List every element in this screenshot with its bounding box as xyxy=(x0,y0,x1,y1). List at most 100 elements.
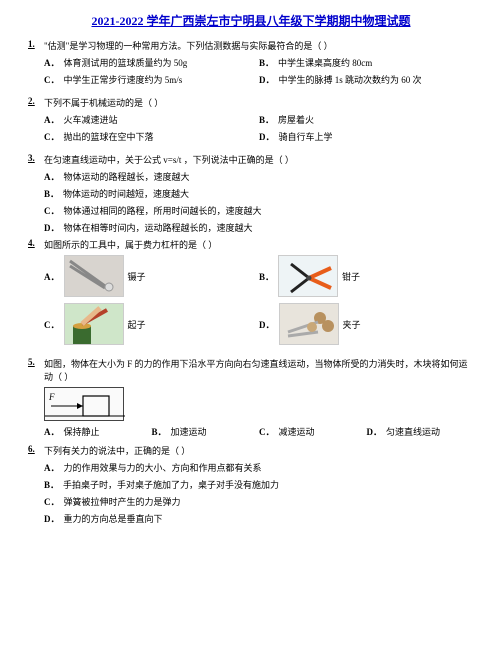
q5-num: 5. xyxy=(28,357,44,383)
opt-text: 火车减速进站 xyxy=(64,115,118,125)
nutcracker-image xyxy=(279,303,339,345)
opt-letter: A． xyxy=(44,427,60,437)
pliers-icon xyxy=(279,256,338,297)
q2-text: 下列不属于机械运动的是（ ） xyxy=(44,96,474,109)
q2-opt-b: B． 房屋着火 xyxy=(259,113,474,126)
opt-text: 减速运动 xyxy=(279,427,315,437)
q1-opt-a: A．体育测试用的篮球质量约为 50g xyxy=(44,56,259,69)
q5-opt-c: C． 减速运动 xyxy=(259,425,367,438)
opt-letter: A． xyxy=(44,115,60,125)
q6-opt-a: A． 力的作用效果与力的大小、方向和作用点都有关系 xyxy=(44,461,474,474)
opt-letter: D． xyxy=(367,427,383,437)
q2-num: 2. xyxy=(28,96,44,109)
q2-options: A． 火车减速进站 B． 房屋着火 C． 抛出的篮球在空中下落 D．骑自行车上学 xyxy=(44,113,474,147)
opt-text: 中学生正常步行速度约为 5m/s xyxy=(64,75,183,85)
opt-letter: A． xyxy=(44,270,60,283)
q5-options: A． 保持静止 B． 加速运动 C． 减速运动 D．匀速直线运动 xyxy=(44,425,474,438)
q6-opt-b: B．手拍桌子时，手对桌子施加了力，桌子对手没有施加力 xyxy=(44,478,474,491)
opt-letter: C． xyxy=(44,206,60,216)
opt-letter: A． xyxy=(44,463,60,473)
opt-text: 中学生课桌高度约 80cm xyxy=(278,58,372,68)
q2-opt-c: C． 抛出的篮球在空中下落 xyxy=(44,130,259,143)
bottle-opener-icon xyxy=(65,304,124,345)
q4-opt-b: B． 钳子 xyxy=(259,255,474,297)
q6-opt-d: D． 重力的方向总是垂直向下 xyxy=(44,512,474,525)
opt-text: 夹子 xyxy=(343,318,361,331)
q4-text: 如图所示的工具中，属于费力杠杆的是（ ） xyxy=(44,238,474,251)
opt-letter: B． xyxy=(259,115,274,125)
nutcracker-icon xyxy=(280,304,339,345)
q3-opt-b: B．物体运动的时间越短，速度越大 xyxy=(44,187,474,200)
q1-opt-d: D． 中学生的脉搏 1s 跳动次数约为 60 次 xyxy=(259,73,474,86)
q3-num: 3. xyxy=(28,153,44,166)
opt-letter: C． xyxy=(44,497,60,507)
opt-letter: D． xyxy=(259,318,275,331)
opt-text: 房屋着火 xyxy=(278,115,314,125)
q3-opt-c: C． 物体通过相同的路程，所用时间越长的，速度越大 xyxy=(44,204,474,217)
opt-text: 抛出的篮球在空中下落 xyxy=(64,132,154,142)
opt-letter: B． xyxy=(44,189,59,199)
opt-text: 匀速直线运动 xyxy=(386,427,440,437)
opt-text: 体育测试用的篮球质量约为 50g xyxy=(64,58,188,68)
q1-text: "估测"是学习物理的一种常用方法。下列估测数据与实际最符合的是（ ） xyxy=(44,39,474,52)
question-5: 5. 如图，物体在大小为 F 的力的作用下沿水平方向向右匀速直线运动，当物体所受… xyxy=(28,357,474,383)
q6-text: 下列有关力的说法中，正确的是（ ） xyxy=(44,444,474,457)
pliers-image xyxy=(278,255,338,297)
question-2: 2. 下列不属于机械运动的是（ ） xyxy=(28,96,474,109)
opt-text: 物体运动的路程越长，速度越大 xyxy=(64,172,190,182)
q5-diagram: F xyxy=(44,387,124,421)
page-title: 2021-2022 学年广西崇左市宁明县八年级下学期期中物理试题 xyxy=(28,12,474,29)
opt-letter: C． xyxy=(259,427,275,437)
tweezers-image xyxy=(64,255,124,297)
opt-text: 保持静止 xyxy=(64,427,100,437)
question-4: 4. 如图所示的工具中，属于费力杠杆的是（ ） xyxy=(28,238,474,251)
opt-letter: D． xyxy=(44,223,60,233)
q6-num: 6. xyxy=(28,444,44,457)
q6-options: A． 力的作用效果与力的大小、方向和作用点都有关系 B．手拍桌子时，手对桌子施加了… xyxy=(28,461,474,525)
question-3: 3. 在匀速直线运动中，关于公式 v=s/t ，下列说法中正确的是（ ） xyxy=(28,153,474,166)
opt-text: 物体通过相同的路程，所用时间越长的，速度越大 xyxy=(64,206,262,216)
q3-options: A． 物体运动的路程越长，速度越大 B．物体运动的时间越短，速度越大 C． 物体通过… xyxy=(28,170,474,234)
q3-text: 在匀速直线运动中，关于公式 v=s/t ，下列说法中正确的是（ ） xyxy=(44,153,474,166)
q2-opt-d: D．骑自行车上学 xyxy=(259,130,474,143)
q4-num: 4. xyxy=(28,238,44,251)
opt-letter: C． xyxy=(44,132,60,142)
opt-letter: B． xyxy=(44,480,59,490)
opt-letter: B． xyxy=(259,270,274,283)
q1-num: 1. xyxy=(28,39,44,52)
q4-opt-a: A． 镊子 xyxy=(44,255,259,297)
q5-text: 如图，物体在大小为 F 的力的作用下沿水平方向向右匀速直线运动，当物体所受的力消… xyxy=(44,357,474,383)
opt-text: 力的作用效果与力的大小、方向和作用点都有关系 xyxy=(64,463,262,473)
opt-letter: D． xyxy=(259,132,275,142)
opt-letter: B． xyxy=(152,427,167,437)
q3-opt-a: A． 物体运动的路程越长，速度越大 xyxy=(44,170,474,183)
question-1: 1. "估测"是学习物理的一种常用方法。下列估测数据与实际最符合的是（ ） xyxy=(28,39,474,52)
opt-letter: C． xyxy=(44,75,60,85)
q1-opt-c: C． 中学生正常步行速度约为 5m/s xyxy=(44,73,259,86)
opt-text: 钳子 xyxy=(342,270,360,283)
opt-letter: D． xyxy=(44,514,60,524)
opt-text: 加速运动 xyxy=(171,427,207,437)
force-diagram-icon: F xyxy=(45,388,125,422)
opt-text: 起子 xyxy=(128,318,146,331)
opt-text: 重力的方向总是垂直向下 xyxy=(64,514,163,524)
q4-opt-c: C． 起子 xyxy=(44,303,259,345)
opt-text: 中学生的脉搏 1s 跳动次数约为 60 次 xyxy=(279,75,422,85)
q2-opt-a: A． 火车减速进站 xyxy=(44,113,259,126)
q1-options: A．体育测试用的篮球质量约为 50g B． 中学生课桌高度约 80cm C． 中学生… xyxy=(44,56,474,90)
q5-opt-b: B． 加速运动 xyxy=(152,425,260,438)
q4-opt-d: D． 夹子 xyxy=(259,303,474,345)
opt-text: 镊子 xyxy=(128,270,146,283)
tweezers-icon xyxy=(65,256,124,297)
force-label: F xyxy=(48,392,55,402)
opt-letter: B． xyxy=(259,58,274,68)
q3-opt-d: D． 物体在相等时间内，运动路程越长的，速度越大 xyxy=(44,221,474,234)
question-6: 6. 下列有关力的说法中，正确的是（ ） xyxy=(28,444,474,457)
bottle-opener-image xyxy=(64,303,124,345)
opt-text: 物体在相等时间内，运动路程越长的，速度越大 xyxy=(64,223,253,233)
opt-letter: D． xyxy=(259,75,275,85)
opt-letter: A． xyxy=(44,172,60,182)
q4-options: A． 镊子 B． 钳子 C． xyxy=(44,255,474,351)
q1-opt-b: B． 中学生课桌高度约 80cm xyxy=(259,56,474,69)
q5-opt-a: A． 保持静止 xyxy=(44,425,152,438)
